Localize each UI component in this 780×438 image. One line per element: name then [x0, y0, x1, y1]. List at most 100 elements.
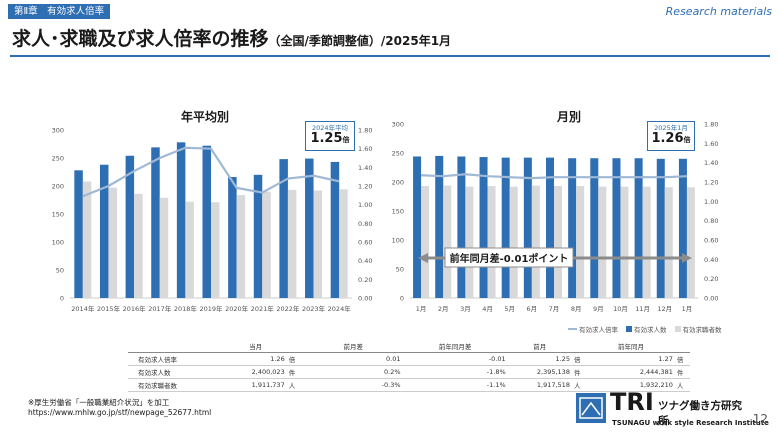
annual-callout: 2024年平均 1.25倍	[305, 121, 355, 151]
bar-openings	[330, 161, 340, 298]
y-tick-label: 250	[52, 155, 64, 163]
y2-tick-label: 0.80	[358, 220, 372, 228]
x-tick-label: 2月	[438, 305, 449, 313]
y2-tick-label: 1.40	[704, 159, 718, 167]
y2-tick-label: 1.60	[704, 140, 718, 148]
y2-tick-label: 1.20	[704, 179, 718, 187]
source-footnote: ※厚生労働省「一般職業紹介状況」を加工 https://www.mhlw.go.…	[28, 398, 211, 418]
annual-callout-value: 1.25	[310, 131, 343, 146]
bar-openings	[99, 164, 109, 298]
y2-tick-label: 0.40	[358, 257, 372, 265]
x-tick-label: 6月	[527, 305, 538, 313]
title-underline	[10, 55, 770, 57]
bar-seekers	[664, 187, 673, 298]
legend-openings: 有効求人数	[626, 324, 667, 334]
annotation-arrow-right-icon	[682, 253, 692, 263]
y2-tick-label: 1.20	[358, 183, 372, 191]
legend-light-swatch	[674, 326, 681, 332]
x-tick-label: 1月	[416, 305, 427, 313]
y-tick-label: 150	[392, 208, 404, 216]
y-tick-label: 0	[400, 295, 404, 303]
bar-openings	[228, 177, 237, 298]
bar-openings	[125, 155, 135, 298]
y2-tick-label: 0.20	[704, 275, 718, 283]
chapter-label: 第Ⅱ章 有効求人倍率	[8, 4, 111, 19]
bar-seekers	[82, 181, 92, 298]
monthly-callout-value: 1.26	[651, 131, 684, 146]
table-row: 有効求人数 2,400,023 件 0.2% -1.8% 2,395,138 件…	[128, 365, 690, 379]
bar-openings	[656, 158, 665, 298]
monthly-callout-label: 2025年1月	[654, 124, 688, 132]
bar-seekers	[134, 193, 143, 298]
y2-tick-label: 0.20	[358, 276, 372, 284]
x-tick-label: 1月	[682, 305, 693, 313]
bar-seekers	[159, 197, 169, 298]
footnote-url[interactable]: https://www.mhlw.go.jp/stf/newpage_52677…	[28, 408, 212, 417]
x-tick-label: 2022年	[276, 304, 300, 313]
bar-openings	[678, 158, 687, 298]
bar-openings	[523, 157, 532, 298]
bar-seekers	[236, 194, 246, 298]
annual-callout-unit: 倍	[342, 136, 350, 144]
y-tick-label: 50	[56, 267, 64, 275]
y-tick-label: 300	[52, 127, 64, 135]
y2-tick-label: 1.00	[704, 198, 718, 206]
y-tick-label: 200	[52, 183, 64, 191]
legend-seekers: 有効求職者数	[674, 324, 722, 334]
x-tick-label: 4月	[482, 305, 493, 313]
bar-seekers	[108, 187, 117, 298]
x-tick-label: 9月	[593, 305, 604, 313]
x-tick-label: 8月	[571, 305, 582, 313]
bar-openings	[279, 159, 288, 298]
y2-tick-label: 0.80	[704, 217, 718, 225]
bar-openings	[435, 155, 444, 298]
annual-chart-title: 年平均別	[181, 110, 230, 124]
bar-seekers	[313, 190, 323, 298]
y2-tick-label: 0.40	[704, 256, 718, 264]
bar-openings	[479, 157, 488, 298]
y2-tick-label: 0.00	[704, 295, 718, 303]
title-month: /2025年1月	[380, 34, 452, 48]
bar-seekers	[531, 185, 540, 298]
table-row: 有効求人倍率 1.26 倍 0.01 -0.01 1.25 倍 1.27 倍	[128, 352, 690, 366]
y2-tick-label: 1.00	[358, 201, 372, 209]
bar-seekers	[262, 191, 271, 298]
summary-table: 当月 前月差 前年同月差 前月 前年同月 有効求人倍率 1.26 倍 0.01 …	[128, 340, 690, 392]
logo-en: TSUNAGU work style Research Institute	[612, 419, 769, 427]
x-tick-label: 5月	[504, 305, 515, 313]
bar-openings	[176, 142, 186, 298]
bar-seekers	[443, 185, 452, 298]
y2-tick-label: 1.40	[358, 164, 372, 172]
bar-seekers	[686, 187, 695, 298]
y-tick-label: 150	[52, 211, 64, 219]
title-main: 求人･求職及び求人倍率の推移	[12, 28, 269, 50]
bar-seekers	[185, 201, 194, 298]
bar-seekers	[421, 186, 430, 298]
bar-seekers	[339, 189, 348, 298]
y-tick-label: 250	[392, 150, 404, 158]
tri-logo: TRI ツナグ働き方研究所 TSUNAGU work style Researc…	[576, 388, 769, 432]
x-tick-label: 12月	[657, 305, 672, 313]
research-materials-label: Research materials	[665, 5, 772, 18]
x-tick-label: 11月	[635, 305, 650, 313]
bar-seekers	[465, 186, 474, 298]
bar-seekers	[620, 186, 629, 298]
x-tick-label: 10月	[613, 305, 628, 313]
bar-seekers	[487, 186, 496, 298]
bar-openings	[590, 158, 599, 298]
bar-openings	[501, 157, 510, 298]
page-number: 12	[752, 412, 768, 426]
x-tick-label: 2024年	[328, 304, 352, 313]
y2-tick-label: 0.00	[358, 295, 372, 303]
x-tick-label: 2020年	[225, 304, 249, 313]
y2-tick-label: 0.60	[704, 237, 718, 245]
bar-openings	[305, 158, 314, 298]
x-tick-label: 3月	[460, 305, 471, 313]
bar-openings	[413, 156, 422, 298]
bar-openings	[74, 170, 83, 298]
y-tick-label: 300	[392, 121, 404, 129]
bar-openings	[202, 145, 211, 298]
y-tick-label: 200	[392, 179, 404, 187]
